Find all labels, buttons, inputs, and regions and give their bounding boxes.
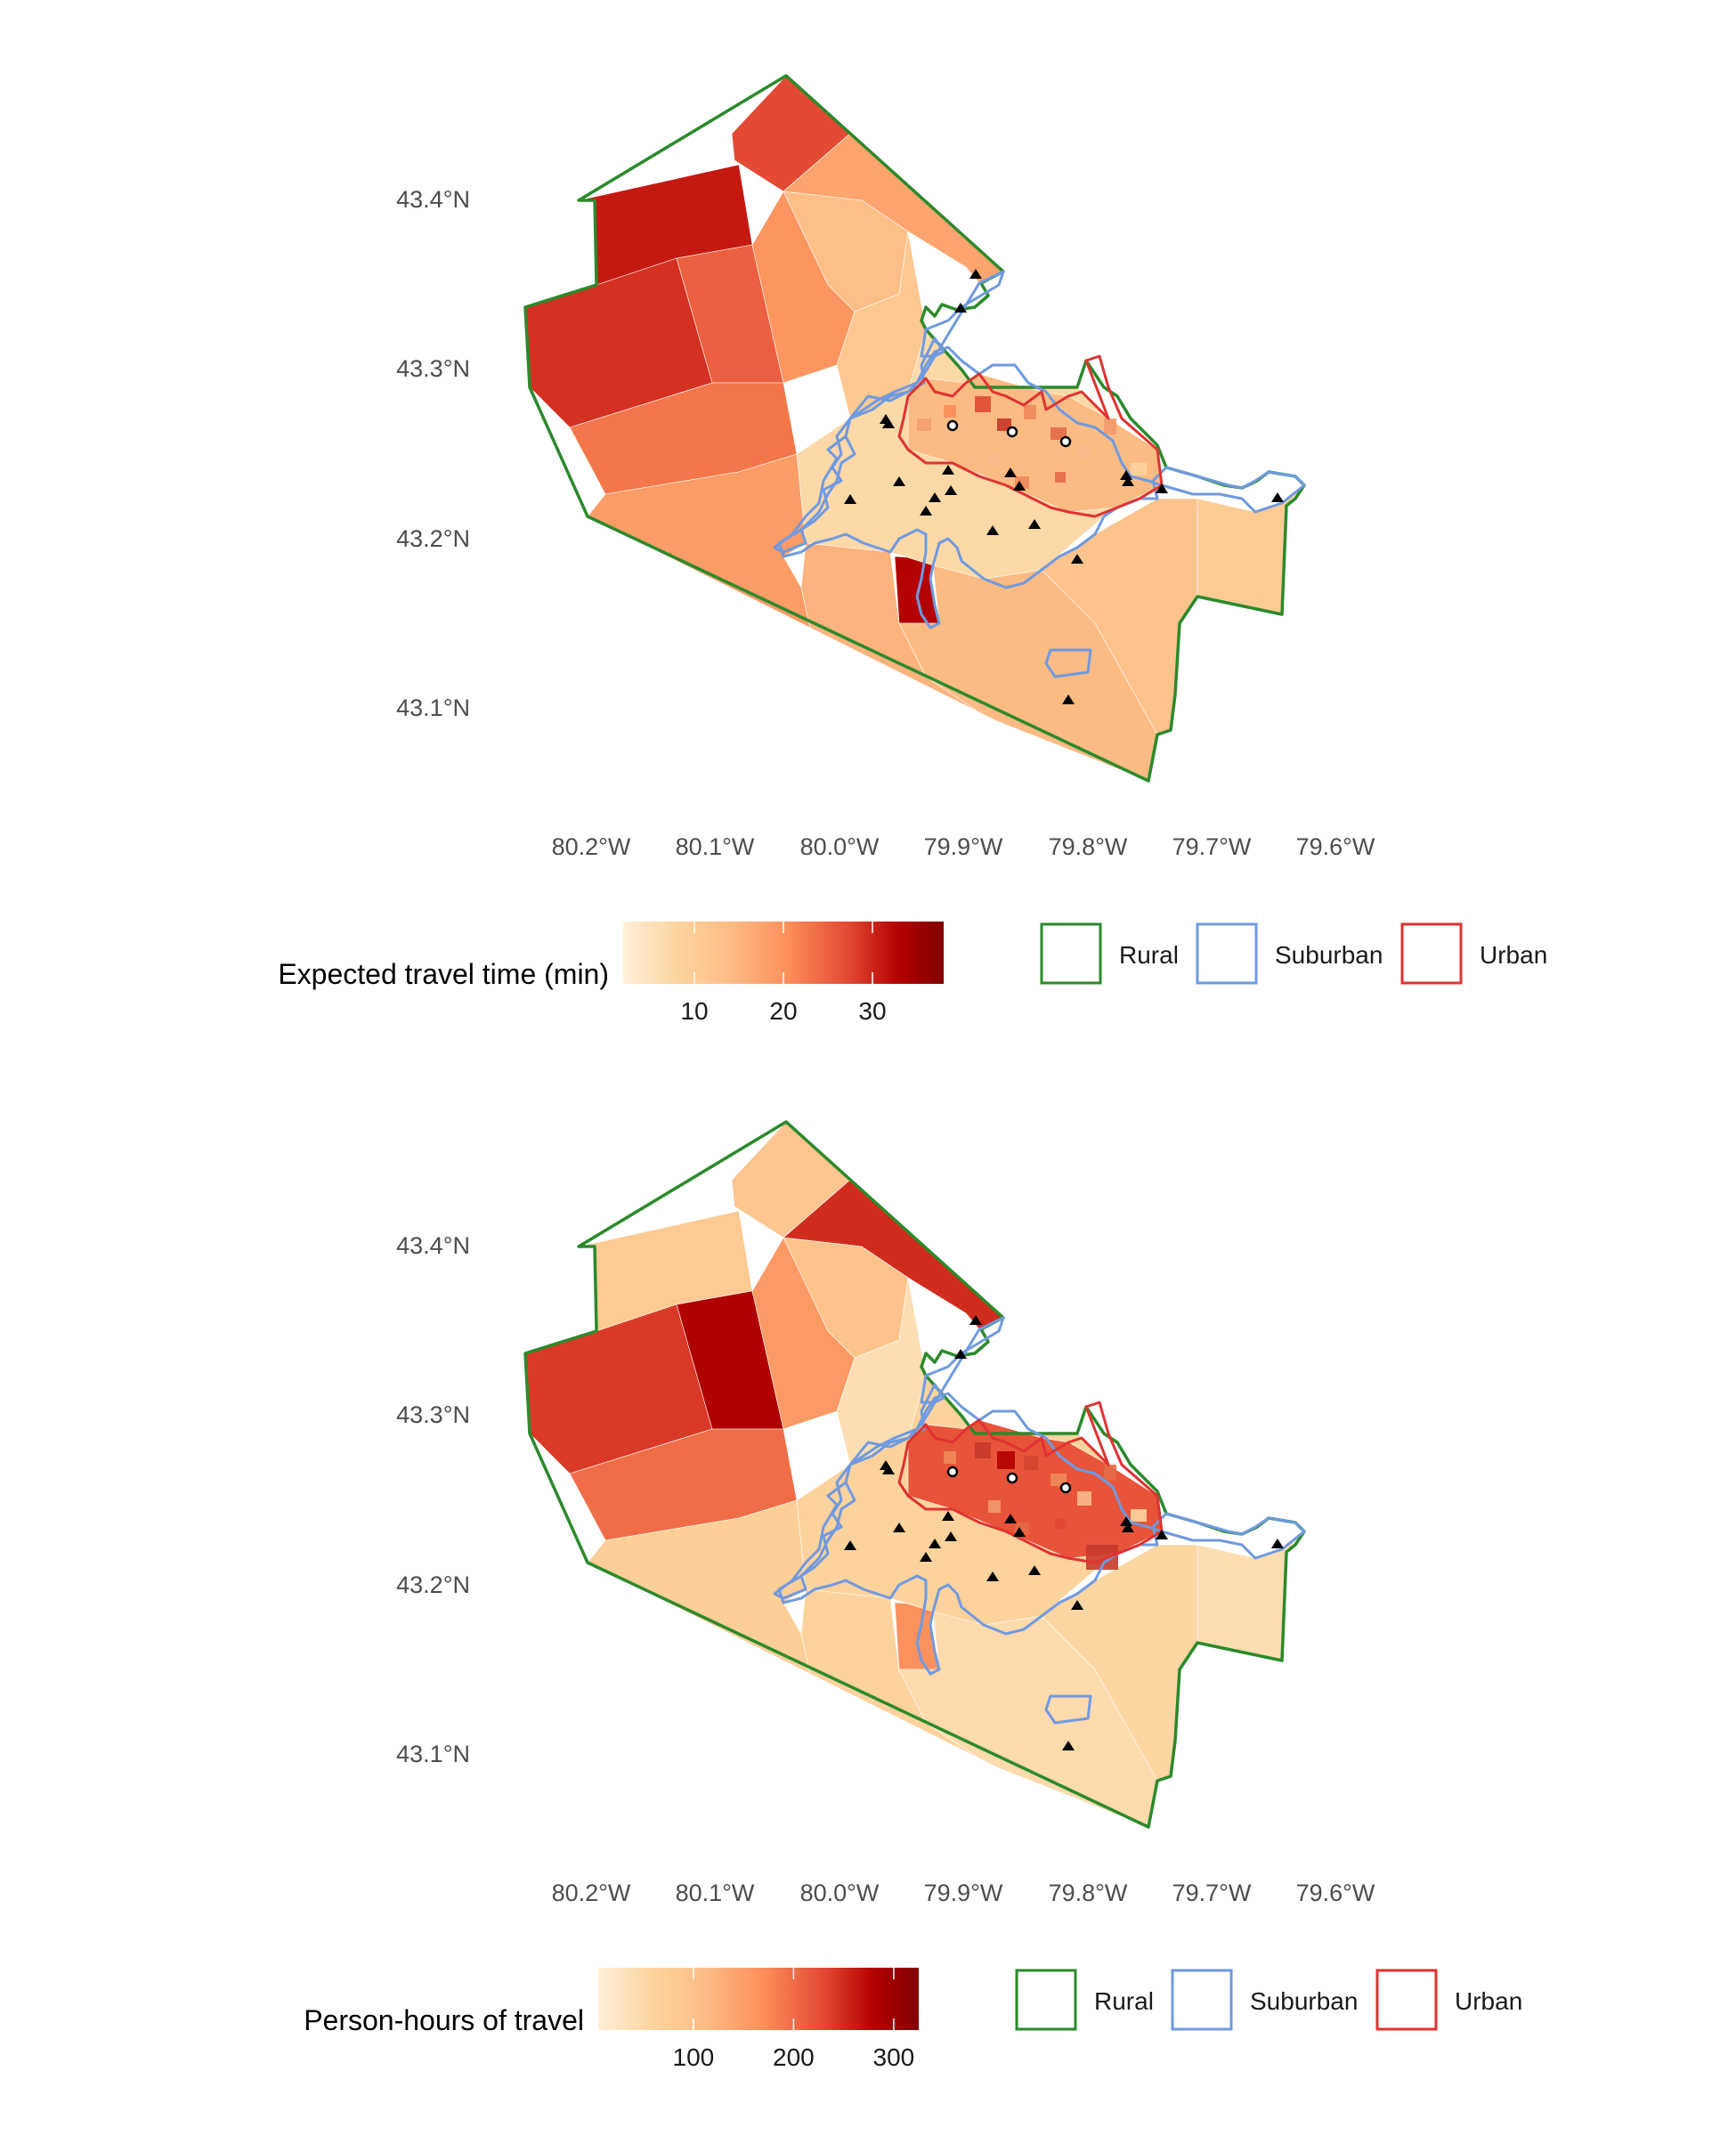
lon-tick: 80.0°W (800, 833, 880, 860)
lon-tick: 79.9°W (924, 833, 1003, 860)
station-markers (844, 1315, 1284, 1750)
colorbar-title: Person-hours of travel (304, 2004, 584, 2036)
rural-key (1015, 1969, 1077, 2031)
region-legend: Rural Suburban Urban (1040, 922, 1547, 985)
suburban-label: Suburban (1250, 1987, 1358, 2015)
lat-tick: 43.4°N (396, 1232, 470, 1259)
latitude-axis: 43.4°N 43.3°N 43.2°N 43.1°N (396, 1232, 470, 1767)
suburban-key (1196, 922, 1258, 985)
colorbar-legend: Person-hours of travel 100 200 300 (304, 1968, 919, 2071)
rural-label: Rural (1094, 1987, 1154, 2015)
lon-tick: 80.1°W (676, 833, 755, 860)
longitude-axis: 80.2°W 80.1°W 80.0°W 79.9°W 79.8°W 79.7°… (552, 833, 1375, 860)
urban-key (1400, 922, 1463, 985)
map-zones (524, 75, 1305, 782)
rural-label: Rural (1119, 941, 1179, 969)
map-panel-travel-time: 43.4°N 43.3°N 43.2°N 43.1°N 80.2°W 80.1°… (278, 74, 1547, 1025)
urban-detail-blocks (917, 396, 1147, 489)
colorbar-tick-label: 30 (858, 997, 886, 1025)
station-markers (844, 269, 1284, 704)
colorbar-tick-label: 300 (873, 2043, 915, 2071)
lon-tick: 79.8°W (1049, 833, 1128, 860)
lon-tick: 79.6°W (1296, 1880, 1375, 1906)
colorbar (598, 1968, 919, 2030)
colorbar-tick-label: 100 (673, 2043, 715, 2071)
colorbar-tick-label: 20 (769, 997, 797, 1025)
colorbar-tick-label: 10 (680, 997, 708, 1025)
lon-tick: 80.2°W (552, 833, 631, 860)
urban-label: Urban (1480, 941, 1547, 969)
urban-boundary (897, 1401, 1164, 1564)
colorbar-legend: Expected travel time (min) 10 20 30 (278, 922, 944, 1025)
lat-tick: 43.4°N (396, 186, 470, 213)
suburban-label: Suburban (1275, 941, 1383, 969)
lat-tick: 43.2°N (396, 1572, 470, 1598)
rural-key (1040, 922, 1102, 985)
suburban-key (1171, 1969, 1233, 2031)
suburban-boundary (773, 270, 1306, 678)
lat-tick: 43.1°N (396, 1741, 470, 1767)
urban-key (1375, 1969, 1438, 2031)
lon-tick: 79.6°W (1296, 833, 1375, 860)
lon-tick: 79.7°W (1172, 833, 1252, 860)
lat-tick: 43.1°N (396, 694, 470, 721)
lon-tick: 80.1°W (676, 1880, 755, 1906)
map-zones (524, 1121, 1305, 1828)
lon-tick: 79.8°W (1049, 1880, 1128, 1906)
lon-tick: 79.7°W (1172, 1880, 1252, 1906)
lat-tick: 43.2°N (396, 525, 470, 552)
region-legend: Rural Suburban Urban (1015, 1969, 1522, 2031)
urban-label: Urban (1455, 1987, 1522, 2015)
lon-tick: 80.2°W (552, 1880, 631, 1906)
lon-tick: 79.9°W (924, 1880, 1003, 1906)
colorbar-ticks (694, 922, 873, 984)
latitude-axis: 43.4°N 43.3°N 43.2°N 43.1°N (396, 186, 470, 721)
colorbar-tick-label: 200 (773, 2043, 815, 2071)
lat-tick: 43.3°N (396, 1401, 470, 1428)
longitude-axis: 80.2°W 80.1°W 80.0°W 79.9°W 79.8°W 79.7°… (552, 1880, 1375, 1906)
hospital-markers (946, 419, 1072, 448)
lon-tick: 80.0°W (800, 1880, 880, 1906)
urban-boundary (897, 354, 1164, 518)
colorbar-title: Expected travel time (min) (278, 958, 609, 990)
map-panel-person-hours: 43.4°N 43.3°N 43.2°N 43.1°N 80.2°W 80.1°… (304, 1120, 1522, 2071)
hospital-markers (946, 1466, 1072, 1494)
lat-tick: 43.3°N (396, 355, 470, 382)
suburban-boundary (773, 1316, 1306, 1725)
colorbar-ticks (693, 1968, 895, 2030)
